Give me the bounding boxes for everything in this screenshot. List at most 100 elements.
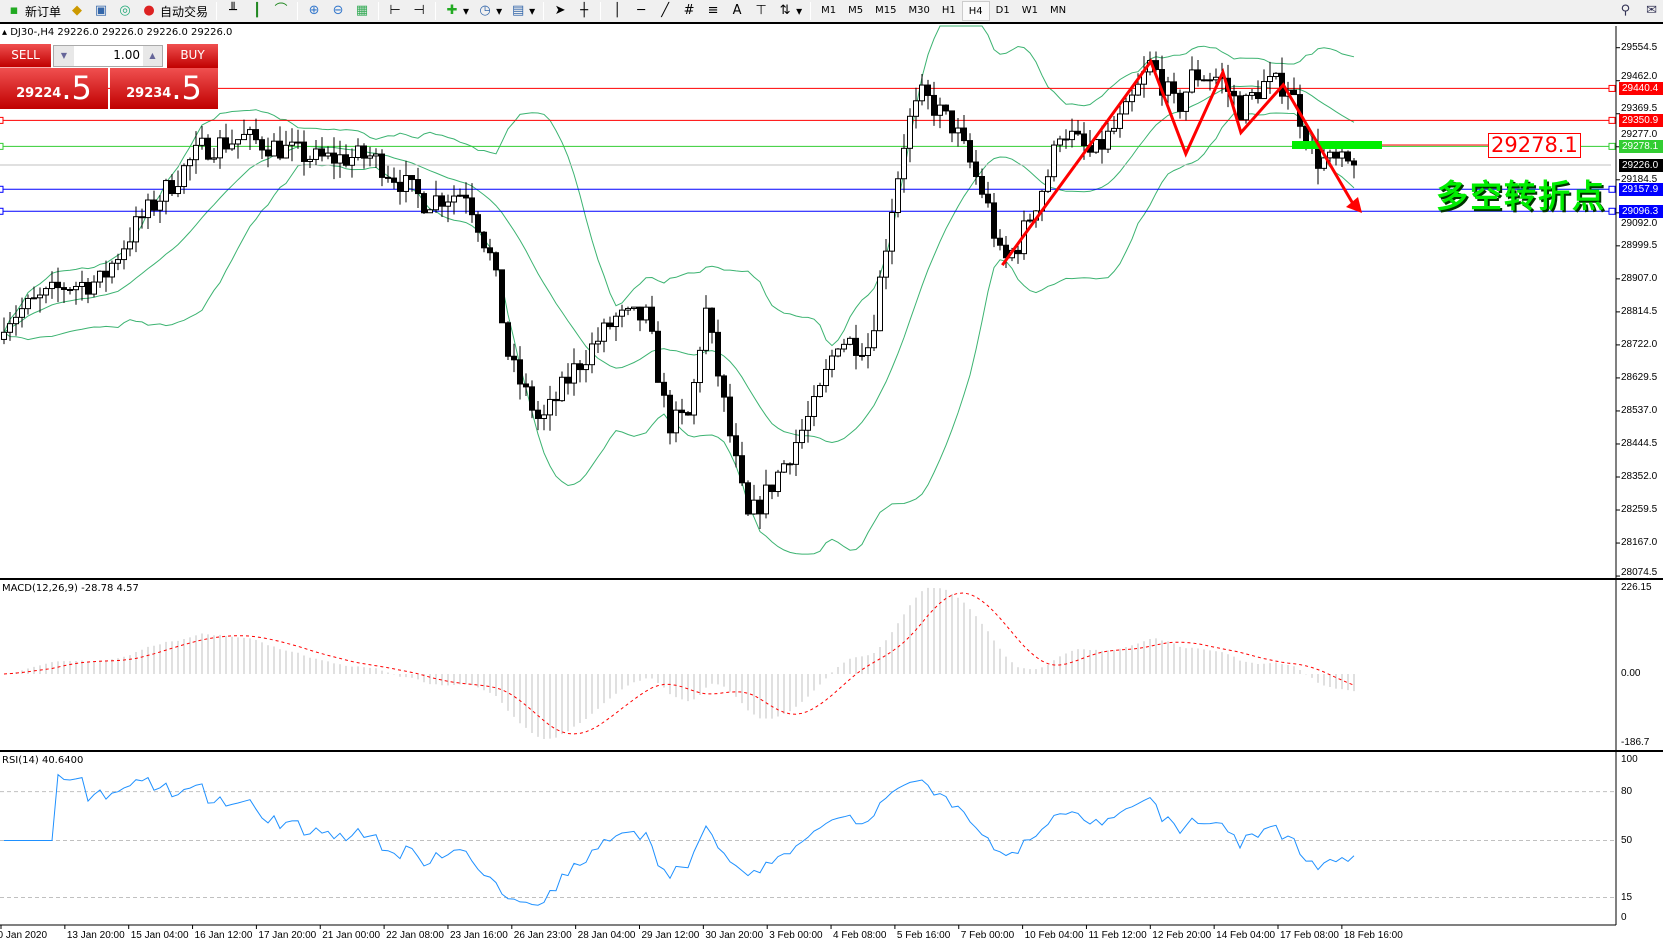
date-label: 12 Feb 20:00 [1152, 930, 1212, 941]
bullish-candle [559, 376, 565, 402]
bullish-candle [13, 316, 19, 325]
search-icon[interactable]: ⚲ [1620, 3, 1631, 18]
bearish-candle [679, 409, 685, 414]
arrows-button[interactable]: ⇅ ▾ [773, 0, 806, 22]
sell-price[interactable]: 29224.5 [0, 68, 108, 109]
signals-button[interactable]: ◎ [113, 0, 137, 22]
timeframe-h1[interactable]: H1 [941, 5, 956, 16]
bullish-candle [445, 201, 451, 207]
timeframe-m30[interactable]: M30 [908, 5, 930, 16]
bullish-candle [1, 331, 7, 340]
terminal-button[interactable]: ▣ [89, 0, 113, 22]
bullish-candle [913, 100, 919, 117]
bullish-candle [817, 385, 823, 398]
fibonacci-button[interactable]: # [677, 0, 701, 22]
candlestick-icon: ┃ [253, 3, 261, 18]
candlestick-button[interactable]: ┃ [245, 0, 269, 22]
pivot-annotation-text[interactable]: 多空转折点 [1436, 177, 1607, 215]
bearish-candle [169, 180, 175, 195]
bullish-candle [919, 84, 925, 102]
bollinger-lower [3, 112, 1355, 555]
bearish-candle [397, 181, 403, 192]
crosshair-button[interactable]: ┼ [572, 0, 596, 22]
vertical-line-button[interactable]: │ [605, 0, 629, 22]
date-label: 15 Jan 04:00 [130, 930, 189, 941]
timeframe-mn[interactable]: MN [1049, 5, 1067, 16]
level-handle [1608, 84, 1616, 92]
auto-trading-button[interactable]: ● 自动交易 [137, 0, 212, 22]
one-click-trading-panel: SELL ▼ 1.00 ▲ BUY 29224.5 29234.5 [0, 44, 218, 109]
timeframe-m1[interactable]: M1 [821, 5, 837, 16]
bullish-candle [1213, 76, 1219, 81]
tile-windows-icon: ▦ [355, 3, 369, 18]
text-label-button[interactable]: ⊤ [749, 0, 773, 22]
buy-price[interactable]: 29234.5 [110, 68, 218, 109]
horizontal-line-button[interactable]: ─ [629, 0, 653, 22]
bearish-candle [565, 376, 571, 384]
timeframe-h4[interactable]: H4 [961, 1, 990, 21]
timeframe-m5[interactable]: M5 [848, 5, 864, 16]
bearish-candle [925, 84, 931, 96]
macd-axis-label: 0.00 [1621, 668, 1641, 679]
templates-button[interactable]: ▤ ▾ [511, 3, 536, 18]
bearish-candle [223, 137, 229, 150]
bullish-candle [583, 364, 589, 371]
price-axis-label: 28537.0 [1621, 404, 1658, 416]
history-button[interactable]: ◆ [65, 0, 89, 22]
buy-price-main: 29234 [126, 86, 172, 101]
bar-chart-button[interactable]: ╨ [221, 0, 245, 22]
cursor-icon: ➤ [554, 3, 566, 18]
tile-windows-button[interactable]: ▦ [350, 0, 374, 22]
bearish-candle [757, 499, 763, 515]
bullish-candle [121, 248, 127, 261]
bearish-candle [535, 409, 541, 419]
bearish-candle [493, 252, 499, 271]
timeframe-d1[interactable]: D1 [995, 5, 1010, 16]
fibo-f-button[interactable]: ≡ [701, 0, 725, 22]
timeframe-w1[interactable]: W1 [1021, 5, 1038, 16]
autoscroll-button[interactable]: ⊣ [407, 0, 431, 22]
trendline-button[interactable]: ╱ [653, 0, 677, 22]
level-handle [1608, 142, 1616, 150]
price-axis-label: 28259.5 [1621, 504, 1658, 515]
bullish-candle [877, 276, 883, 332]
bearish-candle [1255, 92, 1261, 100]
macd-label: MACD(12,26,9) -28.78 4.57 [2, 583, 139, 594]
bullish-candle [49, 281, 55, 290]
text-button[interactable]: A [725, 0, 749, 22]
chart-shift-button[interactable]: ⊢ [383, 0, 407, 22]
bullish-candle [835, 348, 841, 357]
bearish-candle [463, 194, 469, 199]
lot-input[interactable]: 1.00 [113, 48, 140, 62]
text-label-icon: ⊤ [755, 3, 767, 18]
price-axis-label: 29092.0 [1621, 217, 1658, 229]
zoom-out-button[interactable]: ⊖ [326, 0, 350, 22]
zoom-in-button[interactable]: ⊕ [302, 0, 326, 22]
new-order-button[interactable]: ▪ 新订单 [2, 0, 65, 22]
periods-icon: ◷ [479, 3, 491, 18]
indicators-button[interactable]: ✚ ▾ [440, 0, 473, 22]
sell-button[interactable]: SELL [0, 44, 51, 68]
bullish-candle [451, 195, 457, 203]
cursor-button[interactable]: ➤ [548, 0, 572, 22]
rsi-axis-label: 15 [1621, 891, 1633, 903]
bearish-candle [529, 386, 535, 411]
lot-increase-button[interactable]: ▲ [143, 46, 162, 66]
bullish-candle [871, 330, 877, 349]
bullish-candle [589, 343, 595, 366]
bearish-candle [421, 193, 427, 214]
buy-button[interactable]: BUY [167, 44, 218, 68]
lot-decrease-button[interactable]: ▼ [54, 46, 74, 66]
line-chart-button[interactable]: ⌒ [269, 0, 293, 22]
timeframe-m15[interactable]: M15 [875, 5, 897, 16]
chat-icon[interactable]: ✉ [1646, 3, 1657, 18]
date-label: 29 Jan 12:00 [641, 930, 700, 941]
bullish-candle [325, 152, 331, 157]
periods-button[interactable]: ◷ ▾ [473, 0, 506, 22]
bullish-candle [295, 141, 301, 144]
bullish-candle [865, 347, 871, 357]
bullish-candle [1027, 219, 1033, 222]
pivot-price-label[interactable]: 29278.1 [1488, 133, 1581, 158]
bullish-candle [427, 209, 433, 214]
